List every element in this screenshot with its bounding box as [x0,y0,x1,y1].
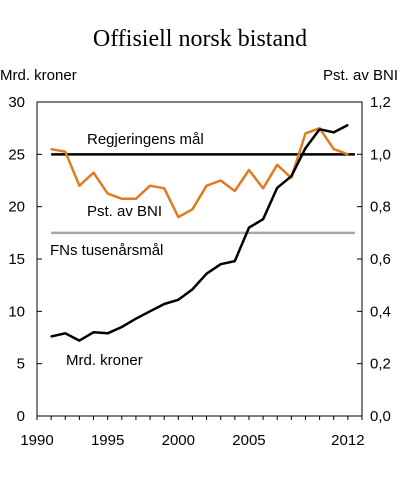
data-point [163,303,165,305]
data-point [290,177,293,179]
data-point [135,198,137,200]
y-axis-left-title: Mrd. kroner [0,67,77,84]
y-right-tick-label: 1,2 [370,94,391,111]
data-point [205,184,208,187]
data-point [64,332,67,335]
data-point [177,299,180,301]
x-tick-label: 2012 [331,432,364,449]
data-point [234,190,236,192]
data-point [78,184,81,187]
y-right-tick-label: 0,0 [370,408,391,425]
y-axis-right-title: Pst. av BNI [323,67,398,84]
x-tick-label: 2000 [162,432,195,449]
y-left-tick-label: 20 [8,199,25,216]
data-point [332,148,335,150]
y-left-tick-label: 0 [17,408,25,425]
y-right-tick-label: 0,2 [370,356,391,373]
x-tick-label: 1995 [91,432,124,449]
series-line-pst-av-bni [50,126,349,219]
series-label-pst-av-bni: Pst. av BNI [87,203,162,220]
data-point [92,331,95,334]
y-left-tick-label: 10 [8,303,25,320]
data-point [304,132,307,135]
series-points-mrd-kroner [50,124,349,342]
data-point [78,339,81,342]
data-point [149,184,151,187]
data-point [163,187,165,190]
data-point [92,171,95,174]
data-point [276,187,279,189]
data-point [290,175,293,178]
y-right-tick-label: 0,6 [370,251,391,268]
data-point [248,169,250,171]
y-left-tick-label: 25 [8,146,25,163]
data-point [50,335,52,338]
series-points-pst-av-bni [50,127,349,218]
data-point [332,131,335,134]
reference-label-government-target: Regjeringens mål [87,131,204,148]
data-point [219,179,222,182]
data-point [50,148,52,150]
data-point [262,218,264,221]
data-point [205,272,208,275]
data-point [191,288,194,291]
y-left-tick-label: 30 [8,94,25,111]
data-point [120,326,123,328]
x-axis: 1990 1995 2000 2005 2012 [20,416,365,449]
data-point [135,317,137,320]
data-point [106,192,109,195]
y-right-tick-label: 1,0 [370,146,391,163]
x-tick-label: 2005 [232,432,265,449]
y-left-tick-label: 5 [17,356,25,373]
y-axis-left: 0 5 10 15 20 25 30 [8,94,42,425]
data-point [177,216,180,218]
data-point [64,150,67,153]
series-label-mrd-kroner: Mrd. kroner [66,352,143,369]
data-point [106,332,109,335]
data-point [318,128,321,131]
data-point [234,260,236,262]
y-left-tick-label: 15 [8,251,25,268]
reference-label-fn-target: FNs tusenårsmål [50,242,163,259]
series-line-mrd-kroner [50,123,349,342]
data-point [262,187,264,190]
y-right-tick-label: 0,8 [370,199,391,216]
data-point [347,124,349,126]
x-tick-label: 1990 [20,432,53,449]
data-point [149,310,151,313]
data-point [304,147,307,149]
data-point [120,198,123,200]
data-point [248,226,250,229]
y-right-tick-label: 0,4 [370,303,391,320]
chart-title: Offisiell norsk bistand [93,26,307,52]
data-point [276,164,279,166]
y-axis-right: 0,0 0,2 0,4 0,6 0,8 1,0 1,2 [357,94,391,425]
data-point [191,208,194,211]
data-point [347,153,349,156]
data-point [219,263,222,266]
